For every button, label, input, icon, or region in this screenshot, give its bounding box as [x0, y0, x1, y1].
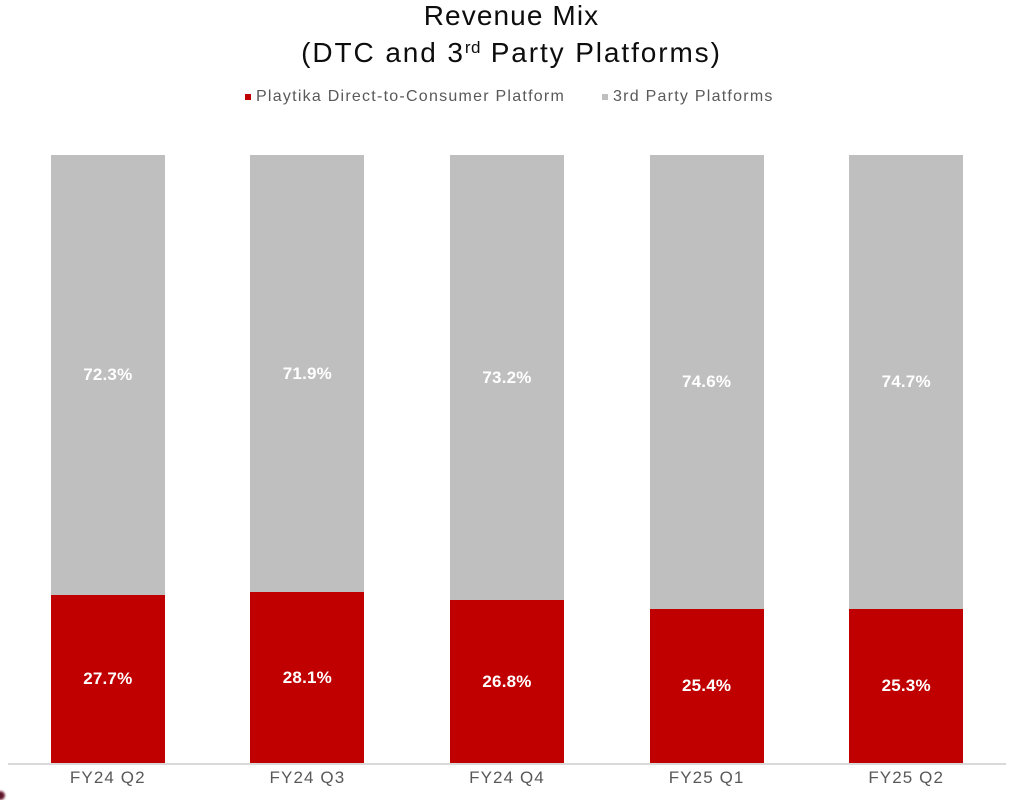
legend-swatch-3rd-party	[602, 94, 608, 100]
data-label: 73.2%	[482, 367, 532, 387]
stacked-bar-fy24-q4: 73.2% 26.8%	[450, 155, 564, 763]
segment-dtc: 25.4%	[649, 608, 764, 763]
x-axis-label: FY25 Q2	[868, 768, 945, 787]
x-axis-label: FY25 Q1	[668, 768, 745, 787]
data-label: 74.6%	[681, 371, 732, 391]
chart-title-line2: (DTC and 3rd Party Platforms)	[301, 37, 722, 68]
ordinal-superscript: rd	[464, 38, 482, 57]
data-label: 74.7%	[881, 372, 931, 392]
data-label: 27.7%	[83, 668, 133, 688]
data-label: 71.9%	[282, 363, 332, 383]
segment-3rd-party: 74.6%	[649, 155, 764, 609]
x-axis-label: FY24 Q3	[269, 768, 346, 787]
data-label: 26.8%	[482, 671, 532, 691]
legend-item-dtc: Playtika Direct-to-Consumer Platform	[245, 88, 565, 106]
chart-title: Revenue Mix (DTC and 3rd Party Platforms…	[7, 0, 1011, 75]
segment-dtc: 25.3%	[849, 609, 964, 763]
data-label: 25.4%	[681, 675, 732, 695]
data-label: 28.1%	[282, 667, 332, 687]
x-axis-label: FY24 Q2	[69, 768, 146, 787]
segment-3rd-party: 72.3%	[50, 155, 165, 595]
segment-3rd-party: 74.7%	[849, 155, 964, 610]
legend-label-dtc: Playtika Direct-to-Consumer Platform	[256, 88, 566, 105]
legend-item-3rd-party: 3rd Party Platforms	[602, 88, 774, 106]
logo-fragment	[0, 791, 5, 800]
segment-dtc: 28.1%	[250, 592, 365, 763]
x-axis-label: FY24 Q4	[469, 768, 545, 787]
data-label: 25.3%	[881, 676, 931, 696]
x-axis-line	[8, 763, 1006, 765]
segment-dtc: 26.8%	[450, 600, 564, 763]
segment-3rd-party: 71.9%	[250, 155, 365, 593]
data-label: 72.3%	[83, 364, 133, 384]
chart-title-line1: Revenue Mix	[423, 0, 600, 31]
legend-swatch-dtc	[245, 94, 251, 100]
legend-label-3rd-party: 3rd Party Platforms	[613, 88, 774, 105]
stacked-bar-fy24-q3: 71.9% 28.1%	[250, 155, 365, 763]
stacked-bar-fy25-q1: 74.6% 25.4%	[649, 155, 764, 763]
stacked-bar-fy25-q2: 74.7% 25.3%	[849, 155, 964, 763]
segment-dtc: 27.7%	[50, 594, 165, 763]
segment-3rd-party: 73.2%	[450, 155, 564, 601]
stacked-bar-fy24-q2: 72.3% 27.7%	[50, 155, 165, 763]
